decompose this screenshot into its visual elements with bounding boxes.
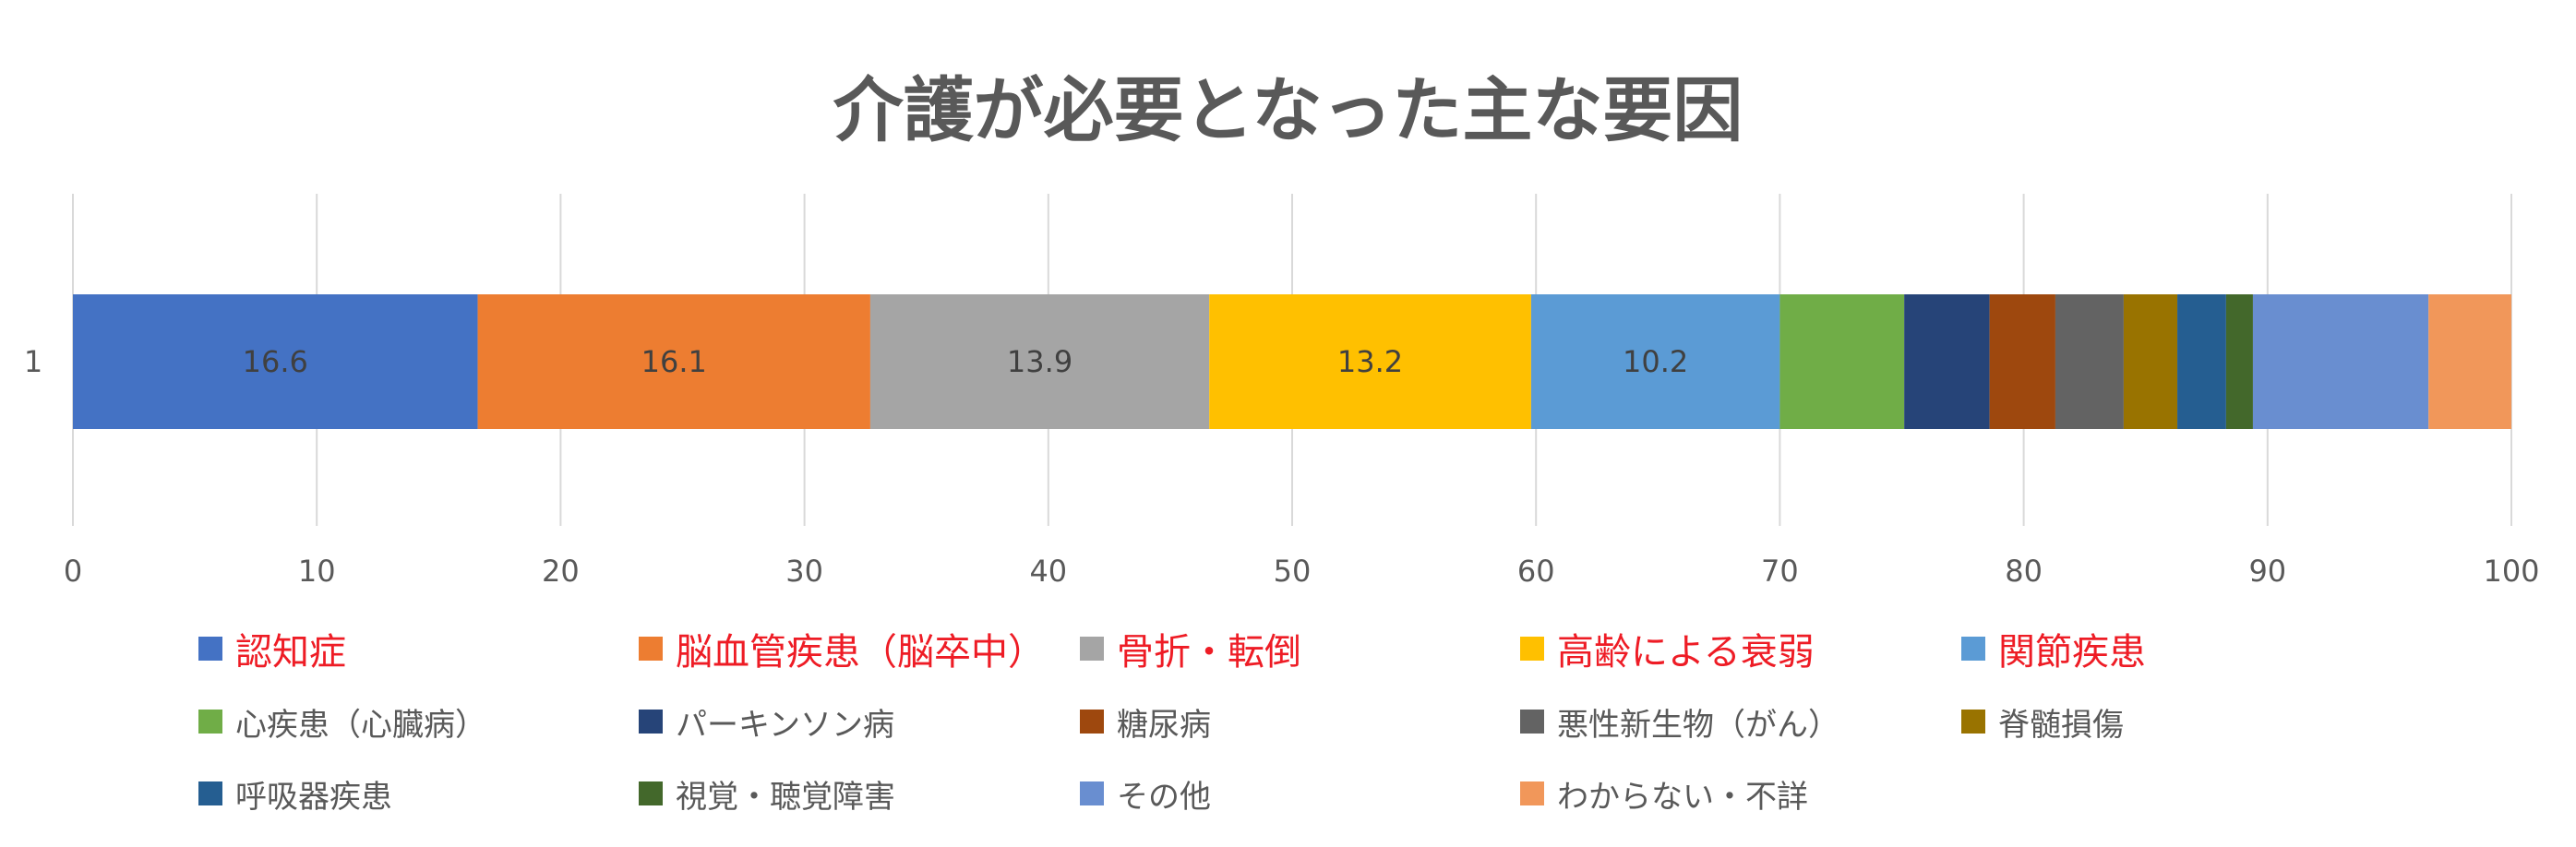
x-tick-label: 70: [1761, 554, 1799, 589]
data-label: 16.1: [641, 344, 707, 379]
x-tick-label: 20: [542, 554, 580, 589]
bar-segment: [2428, 294, 2511, 429]
data-label: 13.2: [1337, 344, 1403, 379]
bar-segment: [2225, 294, 2253, 429]
bar-segment: [869, 294, 1210, 429]
chart-title: 介護が必要となった主な要因: [833, 69, 1743, 151]
bar-segment: [1989, 294, 2055, 429]
bar-segment: [477, 294, 870, 429]
x-tick-label: 50: [1274, 554, 1312, 589]
bar-segment: [1530, 294, 1780, 429]
data-label: 13.9: [1007, 344, 1072, 379]
bar-segment: [2123, 294, 2178, 429]
x-tick-label: 100: [2483, 554, 2539, 589]
bar-segment: [2055, 294, 2124, 429]
x-tick-label: 30: [785, 554, 823, 589]
y-tick-label: 1: [24, 344, 42, 379]
x-tick-label: 40: [1029, 554, 1067, 589]
bar-segment: [1779, 294, 1905, 429]
bar-segment: [2177, 294, 2226, 429]
x-tick-label: 80: [2005, 554, 2043, 589]
x-tick-label: 60: [1517, 554, 1555, 589]
bar-segment: [1209, 294, 1531, 429]
bar-segment: [2252, 294, 2429, 429]
data-label: 10.2: [1623, 344, 1688, 379]
x-tick-label: 0: [64, 554, 82, 589]
bar-segment: [1904, 294, 1990, 429]
bar-segment: [73, 294, 478, 429]
x-tick-label: 90: [2248, 554, 2286, 589]
data-label: 16.6: [243, 344, 308, 379]
x-tick-label: 10: [298, 554, 336, 589]
